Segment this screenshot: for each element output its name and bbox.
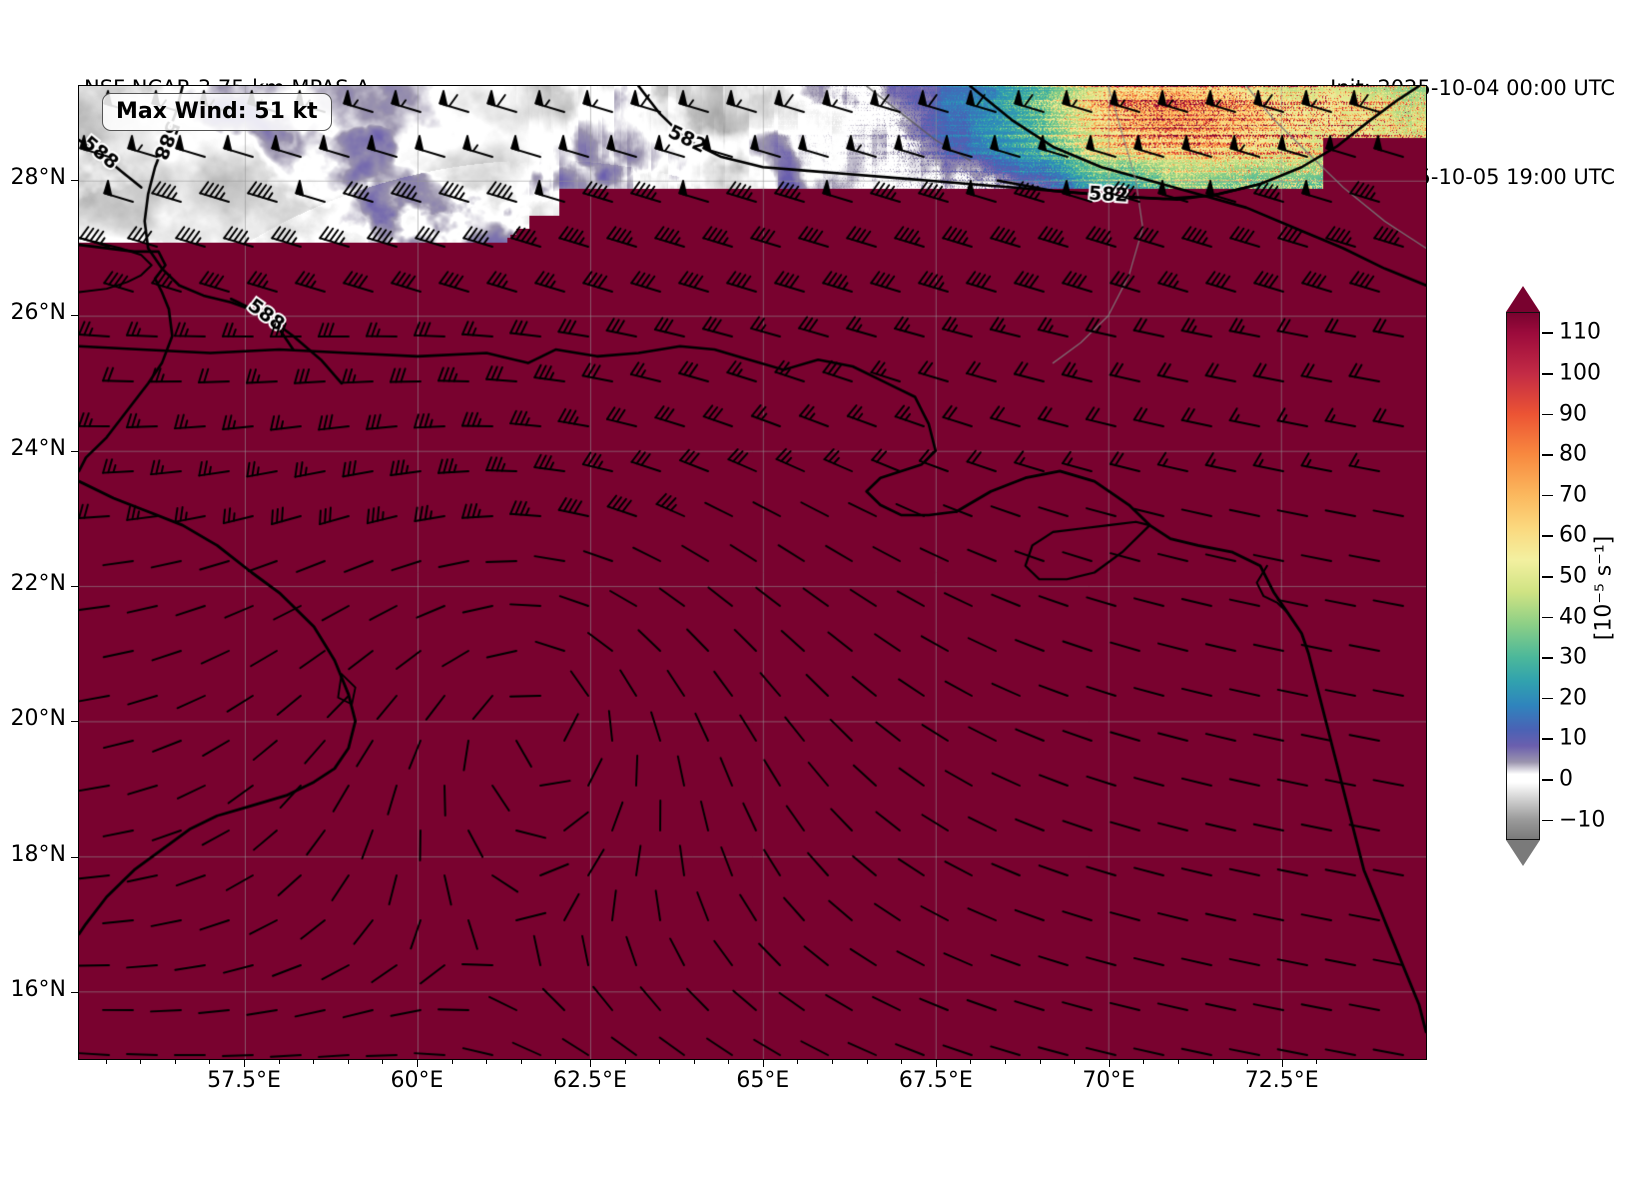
x-minor-tick	[762, 1060, 764, 1064]
x-minor-tick	[486, 1060, 488, 1064]
colorbar-tick	[1542, 372, 1553, 375]
x-minor-tick	[278, 1060, 280, 1064]
x-minor-tick	[935, 1060, 937, 1064]
map-plot-area	[78, 85, 1427, 1060]
x-minor-tick	[382, 1060, 384, 1064]
x-minor-tick	[589, 1060, 591, 1064]
x-minor-tick	[797, 1060, 799, 1064]
x-minor-tick	[1316, 1060, 1318, 1064]
x-minor-tick	[1212, 1060, 1214, 1064]
colorbar-tick	[1542, 616, 1553, 619]
colorbar-tick-label: 0	[1559, 766, 1573, 792]
colorbar-tick-label: 40	[1559, 604, 1587, 630]
x-minor-tick	[174, 1060, 176, 1064]
x-minor-tick	[555, 1060, 557, 1064]
colorbar-axis-title: [10⁻⁵ s⁻¹]	[1591, 535, 1617, 641]
x-minor-tick	[1074, 1060, 1076, 1064]
y-tick-mark	[71, 586, 78, 588]
y-tick-mark	[71, 450, 78, 452]
colorbar-under-arrow	[1506, 840, 1540, 866]
colorbar-tick-label: 30	[1559, 644, 1587, 670]
colorbar-tick	[1542, 454, 1553, 456]
colorbar-tick-label: 60	[1559, 522, 1587, 548]
x-tick-label: 60°E	[390, 1068, 444, 1093]
x-minor-tick	[1143, 1060, 1145, 1064]
y-tick-mark	[71, 992, 78, 994]
y-tick-mark	[71, 179, 78, 181]
colorbar-tick	[1542, 738, 1553, 741]
x-minor-tick	[209, 1060, 211, 1064]
x-tick-label: 67.5°E	[898, 1068, 973, 1093]
colorbar-tick	[1542, 657, 1553, 659]
colorbar: −10 0 10 20 30 40 50 60 70 80 90 100 110	[1506, 286, 1605, 866]
x-minor-tick	[1281, 1060, 1283, 1064]
colorbar-tick-label: 80	[1559, 441, 1587, 467]
x-minor-tick	[693, 1060, 695, 1064]
x-tick-label: 65°E	[736, 1068, 790, 1093]
x-minor-tick	[624, 1060, 626, 1064]
x-tick-label: 70°E	[1082, 1068, 1136, 1093]
colorbar-gradient	[1506, 312, 1540, 840]
colorbar-tick	[1542, 332, 1553, 334]
x-minor-tick	[520, 1060, 522, 1064]
colorbar-tick-label: 90	[1559, 401, 1587, 427]
colorbar-tick-label: 110	[1559, 319, 1601, 345]
colorbar-tick	[1542, 819, 1553, 822]
x-minor-tick	[105, 1060, 107, 1064]
x-minor-tick	[866, 1060, 868, 1064]
x-minor-tick	[313, 1060, 315, 1064]
x-minor-tick	[970, 1060, 972, 1064]
x-minor-tick	[1039, 1060, 1041, 1064]
max-wind-annotation: Max Wind: 51 kt	[102, 93, 332, 131]
y-tick-mark	[71, 721, 78, 723]
y-tick-mark	[71, 856, 78, 858]
colorbar-tick	[1542, 413, 1553, 416]
vorticity-map-canvas	[79, 86, 1426, 1059]
colorbar-tick-label: 20	[1559, 685, 1587, 711]
y-tick-mark	[71, 315, 78, 317]
x-minor-tick	[1108, 1060, 1110, 1064]
colorbar-tick-label: 100	[1559, 360, 1601, 386]
x-minor-tick	[1177, 1060, 1179, 1064]
x-minor-tick	[347, 1060, 349, 1064]
colorbar-tick	[1542, 576, 1553, 578]
x-minor-tick	[416, 1060, 418, 1064]
x-minor-tick	[659, 1060, 661, 1064]
x-minor-tick	[140, 1060, 142, 1064]
x-minor-tick	[832, 1060, 834, 1064]
colorbar-over-arrow	[1506, 286, 1540, 312]
x-tick-label: 72.5°E	[1244, 1068, 1319, 1093]
colorbar-tick-label: 10	[1559, 725, 1587, 751]
x-minor-tick	[1005, 1060, 1006, 1064]
x-tick-label: 62.5°E	[552, 1068, 627, 1093]
colorbar-tick-label: 70	[1559, 482, 1587, 508]
x-minor-tick	[901, 1060, 903, 1064]
colorbar-tick	[1542, 697, 1553, 700]
x-minor-tick	[244, 1060, 246, 1064]
x-tick-label: 57.5°E	[207, 1068, 281, 1093]
colorbar-tick-label: −10	[1559, 807, 1606, 833]
colorbar-tick	[1542, 779, 1553, 781]
x-minor-tick	[1247, 1060, 1249, 1064]
x-minor-tick	[728, 1060, 730, 1064]
colorbar-tick	[1542, 494, 1553, 497]
x-minor-tick	[451, 1060, 453, 1064]
colorbar-tick	[1542, 535, 1553, 537]
colorbar-tick-label: 50	[1559, 563, 1587, 589]
